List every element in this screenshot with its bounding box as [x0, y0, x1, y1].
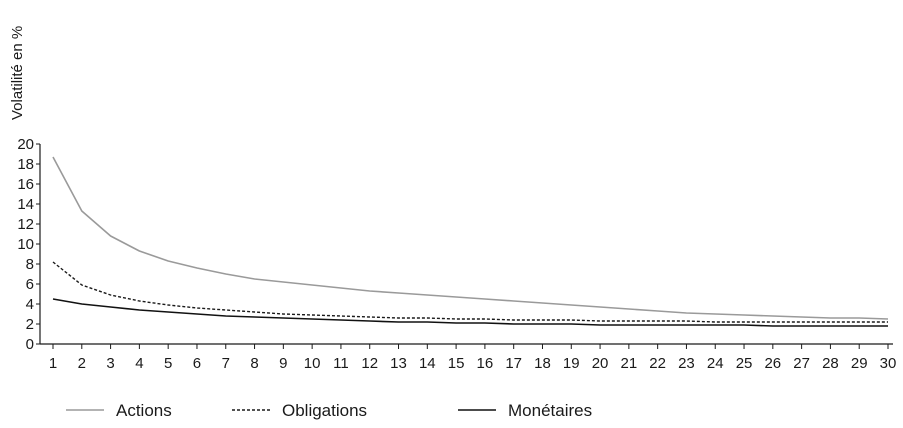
- y-tick-label: 12: [17, 216, 34, 233]
- x-tick-label: 6: [193, 355, 201, 372]
- x-tick-label: 15: [448, 355, 465, 372]
- x-tick-label: 24: [707, 355, 724, 372]
- x-tick-label: 8: [250, 355, 258, 372]
- x-tick-label: 20: [592, 355, 609, 372]
- y-tick-label: 4: [26, 296, 34, 313]
- x-tick-label: 12: [361, 355, 378, 372]
- x-tick-label: 7: [222, 355, 230, 372]
- x-tick-label: 9: [279, 355, 287, 372]
- x-tick-label: 4: [135, 355, 143, 372]
- x-tick-label: 5: [164, 355, 172, 372]
- x-tick-label: 1: [49, 355, 57, 372]
- x-tick-label: 22: [649, 355, 666, 372]
- x-tick-label: 11: [333, 355, 349, 372]
- series-line-2: [52, 298, 888, 327]
- y-tick-label: 14: [17, 196, 34, 213]
- x-tick-label: 19: [563, 355, 580, 372]
- legend: Actions Obligations Monétaires: [66, 401, 592, 420]
- legend-label-2: Monétaires: [508, 401, 592, 420]
- x-tick-label: 30: [880, 355, 897, 372]
- x-tick-label: 29: [851, 355, 868, 372]
- x-tick-label: 3: [106, 355, 114, 372]
- series-line-0: [52, 156, 889, 320]
- x-tick-label: 16: [477, 355, 494, 372]
- x-tick-label: 13: [390, 355, 407, 372]
- y-tick-label: 0: [26, 336, 34, 353]
- y-axis-label-group: Volatilité en %: [9, 26, 26, 120]
- y-axis-label: Volatilité en %: [9, 26, 26, 120]
- x-tick-label: 21: [621, 355, 638, 372]
- x-tick-label: 26: [764, 355, 781, 372]
- x-tick-label: 17: [505, 355, 522, 372]
- series-line-1: [52, 261, 888, 323]
- x-tick-label: 18: [534, 355, 551, 372]
- x-tick-label: 23: [678, 355, 695, 372]
- x-tick-label: 25: [736, 355, 753, 372]
- y-tick-label: 20: [17, 136, 34, 153]
- y-tick-label: 2: [26, 316, 34, 333]
- x-tick-label: 28: [822, 355, 839, 372]
- y-tick-label: 6: [26, 276, 34, 293]
- series-layer: [52, 156, 889, 327]
- x-tick-label: 27: [793, 355, 810, 372]
- y-tick-label: 18: [17, 156, 34, 173]
- y-tick-label: 10: [17, 236, 34, 253]
- y-tick-label: 8: [26, 256, 34, 273]
- y-tick-label: 16: [17, 176, 34, 193]
- x-tick-label: 10: [304, 355, 321, 372]
- x-tick-label: 14: [419, 355, 436, 372]
- x-tick-label: 2: [78, 355, 86, 372]
- legend-label-1: Obligations: [282, 401, 367, 420]
- legend-label-0: Actions: [116, 401, 172, 420]
